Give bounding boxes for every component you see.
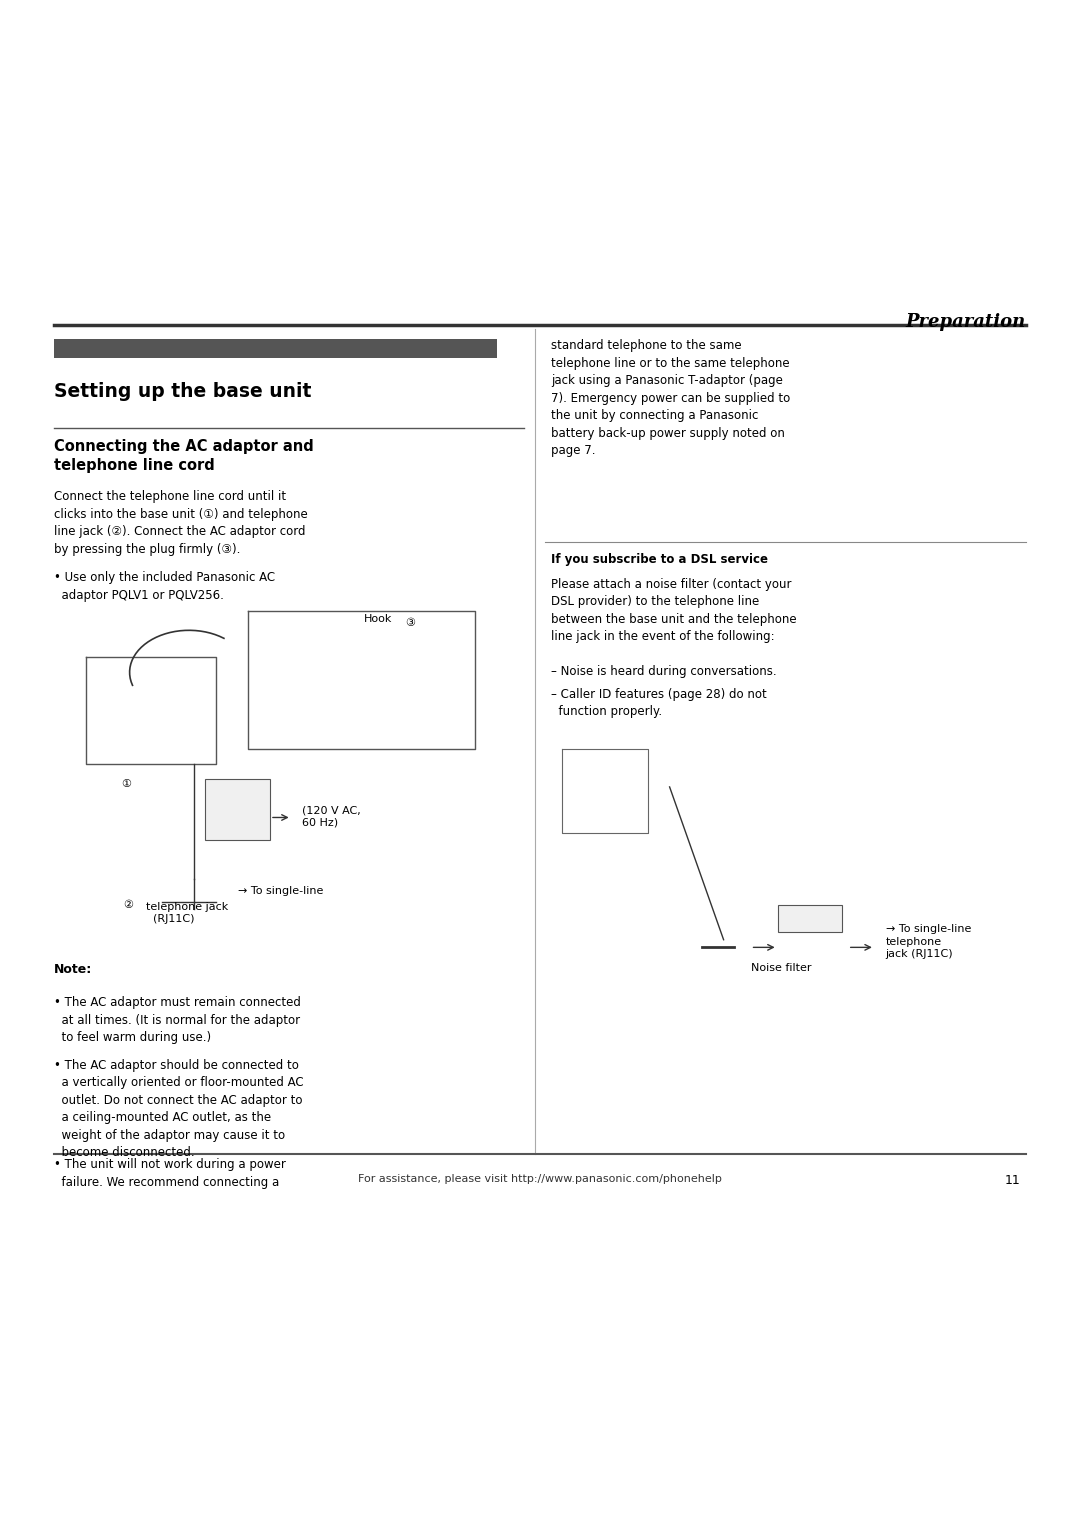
- Text: (120 V AC,
60 Hz): (120 V AC, 60 Hz): [302, 805, 361, 828]
- Text: telephone jack
  (RJ11C): telephone jack (RJ11C): [146, 902, 228, 924]
- Text: Preparation: Preparation: [906, 313, 1026, 332]
- Text: Connect the telephone line cord until it
clicks into the base unit (①) and telep: Connect the telephone line cord until it…: [54, 490, 308, 556]
- Text: → To single-line: → To single-line: [238, 886, 323, 897]
- Text: – Caller ID features (page 28) do not
  function properly.: – Caller ID features (page 28) do not fu…: [551, 688, 767, 718]
- FancyBboxPatch shape: [54, 339, 497, 358]
- Text: ③: ③: [405, 619, 416, 628]
- Text: • The AC adaptor should be connected to
  a vertically oriented or floor-mounted: • The AC adaptor should be connected to …: [54, 1059, 303, 1160]
- Text: Setting up the base unit: Setting up the base unit: [54, 382, 311, 400]
- Text: – Noise is heard during conversations.: – Noise is heard during conversations.: [551, 665, 777, 678]
- Text: Connecting the AC adaptor and
telephone line cord: Connecting the AC adaptor and telephone …: [54, 439, 314, 474]
- Text: ②: ②: [123, 900, 134, 909]
- Text: 11: 11: [1004, 1174, 1021, 1187]
- Text: Noise filter: Noise filter: [751, 963, 811, 973]
- Text: standard telephone to the same
telephone line or to the same telephone
jack usin: standard telephone to the same telephone…: [551, 339, 791, 457]
- Text: ①: ①: [121, 779, 132, 788]
- Text: If you subscribe to a DSL service: If you subscribe to a DSL service: [551, 553, 768, 567]
- Text: • Use only the included Panasonic AC
  adaptor PQLV1 or PQLV256.: • Use only the included Panasonic AC ada…: [54, 571, 275, 602]
- Text: • The unit will not work during a power
  failure. We recommend connecting a: • The unit will not work during a power …: [54, 1158, 286, 1189]
- Text: → To single-line
telephone
jack (RJ11C): → To single-line telephone jack (RJ11C): [886, 924, 971, 960]
- FancyBboxPatch shape: [778, 905, 842, 932]
- Text: Note:: Note:: [54, 963, 92, 976]
- Text: Hook: Hook: [364, 614, 392, 625]
- Text: For assistance, please visit http://www.panasonic.com/phonehelp: For assistance, please visit http://www.…: [359, 1174, 721, 1184]
- FancyBboxPatch shape: [205, 779, 270, 840]
- Text: • The AC adaptor must remain connected
  at all times. (It is normal for the ada: • The AC adaptor must remain connected a…: [54, 996, 301, 1044]
- Text: Please attach a noise filter (contact your
DSL provider) to the telephone line
b: Please attach a noise filter (contact yo…: [551, 578, 796, 643]
